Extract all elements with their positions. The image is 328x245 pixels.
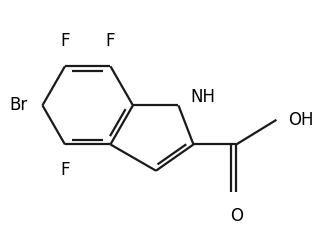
Text: F: F [60,160,70,179]
Text: NH: NH [190,88,215,106]
Text: F: F [106,32,115,50]
Text: OH: OH [288,111,314,129]
Text: O: O [230,207,243,225]
Text: F: F [60,32,70,50]
Text: Br: Br [9,96,28,114]
